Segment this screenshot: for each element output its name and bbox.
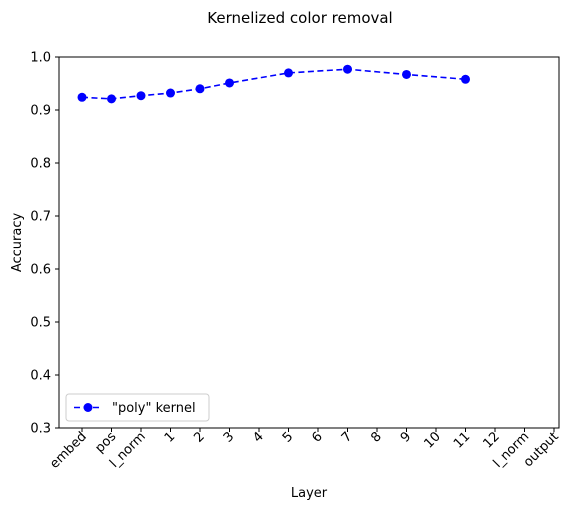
x-tick-label: 3 <box>221 429 237 445</box>
x-axis-label: Layer <box>291 486 328 501</box>
x-tick-label: 11 <box>451 429 473 451</box>
y-axis-label: Accuracy <box>10 213 25 273</box>
data-point <box>343 64 352 74</box>
legend: "poly" kernel <box>65 393 210 422</box>
x-tick-label: 10 <box>422 429 444 451</box>
data-point <box>166 88 175 98</box>
x-tick-label: 7 <box>339 429 355 445</box>
data-point <box>402 69 411 79</box>
plot-frame <box>58 56 560 429</box>
data-point <box>225 78 234 88</box>
y-tick-label: 0.7 <box>30 210 51 225</box>
data-point <box>77 92 87 102</box>
y-tick-label: 1.0 <box>30 51 51 66</box>
x-tick-label: 1 <box>162 429 178 445</box>
x-tick-label: 12 <box>481 429 503 451</box>
chart-title: Kernelized color removal <box>207 9 392 27</box>
x-tick-label: 5 <box>280 429 296 445</box>
x-tick-label: embed <box>47 429 90 472</box>
data-point <box>195 84 205 94</box>
x-tick-label: 6 <box>309 429 325 445</box>
series-line <box>81 68 466 100</box>
data-point <box>136 91 146 101</box>
data-point <box>461 74 470 84</box>
legend-marker <box>83 403 93 412</box>
x-tick-label: 2 <box>191 429 207 445</box>
x-tick-label: 8 <box>368 429 384 445</box>
legend-label: "poly" kernel <box>112 401 196 416</box>
y-tick-label: 0.3 <box>30 422 51 437</box>
y-tick-label: 0.4 <box>30 369 51 384</box>
x-tick-label: 4 <box>250 429 266 445</box>
y-tick-label: 0.6 <box>30 263 51 278</box>
legend-box <box>65 393 210 422</box>
data-point <box>284 68 293 78</box>
y-tick-label: 0.8 <box>30 157 51 172</box>
x-tick-label: 9 <box>398 429 414 445</box>
y-tick-label: 0.9 <box>30 104 51 119</box>
y-tick-label: 0.5 <box>30 316 51 331</box>
data-point <box>107 94 116 104</box>
